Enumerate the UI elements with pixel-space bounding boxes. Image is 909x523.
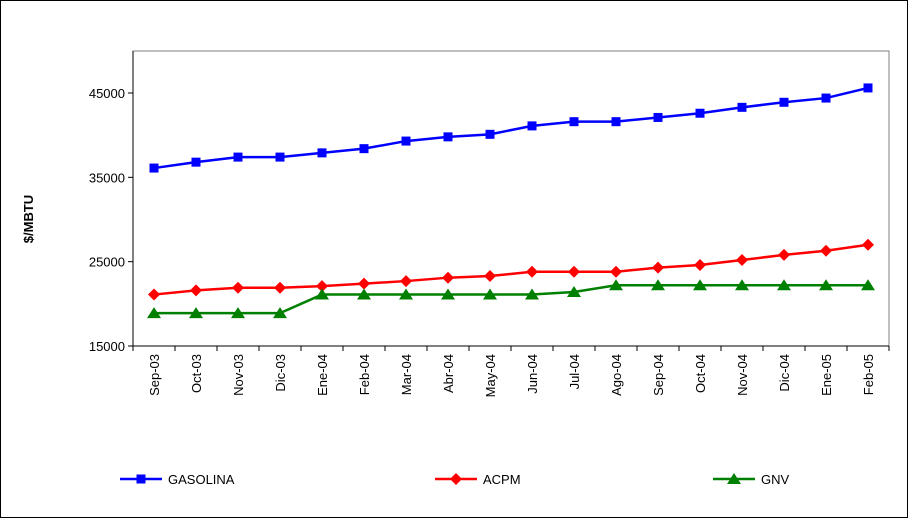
data-point-gasolina (611, 117, 621, 127)
data-point-gasolina (737, 102, 747, 112)
data-point-gnv (189, 307, 203, 319)
x-tick-label: Dic-04 (777, 354, 792, 392)
legend-item-gasolina: GASOLINA (120, 472, 235, 487)
data-point-gnv (315, 288, 329, 300)
x-tick-label: Nov-04 (735, 354, 750, 396)
data-point-gnv (651, 279, 665, 291)
data-point-acpm (484, 270, 496, 283)
legend-item-gnv: GNV (713, 472, 790, 487)
y-tick-label: 15000 (89, 339, 125, 354)
data-point-gnv (819, 279, 833, 291)
legend-marker-gasolina (136, 474, 146, 484)
data-point-gnv (861, 279, 875, 291)
data-point-acpm (736, 253, 748, 266)
y-tick-label: 45000 (89, 86, 125, 101)
x-tick-label: Ene-04 (315, 354, 330, 396)
data-point-acpm (610, 265, 622, 278)
series-layer (147, 83, 875, 319)
data-point-gasolina (695, 108, 705, 118)
data-point-acpm (190, 284, 202, 297)
data-point-gnv (273, 307, 287, 319)
data-point-gasolina (863, 83, 873, 93)
data-point-acpm (526, 265, 538, 278)
data-point-gnv (777, 279, 791, 291)
data-point-gasolina (527, 121, 537, 131)
data-point-acpm (862, 238, 874, 251)
data-point-gnv (735, 279, 749, 291)
x-tick-label: Mar-04 (399, 354, 414, 395)
data-point-gasolina (569, 117, 579, 127)
series-line-gnv (154, 284, 868, 315)
series-line-acpm (153, 243, 869, 296)
x-tick-label: Jul-04 (567, 354, 582, 389)
plot-area-border (132, 50, 890, 347)
data-point-gnv (567, 286, 581, 298)
legend: GASOLINA ACPM GNV (120, 472, 790, 487)
y-tick-label: 35000 (89, 170, 125, 185)
legend-marker-acpm (450, 473, 462, 485)
data-point-acpm (652, 261, 664, 274)
x-tick-label: Dic-03 (273, 354, 288, 392)
data-point-gasolina (149, 163, 159, 173)
data-point-gasolina (821, 93, 831, 103)
data-point-gasolina (275, 152, 285, 162)
data-point-gasolina (779, 97, 789, 107)
x-tick-label: Jun-04 (525, 354, 540, 394)
x-tick-label: Sep-03 (147, 354, 162, 396)
data-point-gnv (399, 288, 413, 300)
y-axis-title: $/MBTU (21, 195, 36, 243)
y-tick-label: 25000 (89, 255, 125, 270)
data-point-acpm (358, 277, 370, 290)
legend-label-acpm: ACPM (483, 472, 521, 487)
data-point-acpm (568, 265, 580, 278)
legend-item-acpm: ACPM (435, 472, 521, 487)
legend-label-gnv: GNV (761, 472, 790, 487)
data-point-acpm (442, 271, 454, 284)
x-tick-label: Ene-05 (819, 354, 834, 396)
x-tick-label: Oct-04 (693, 354, 708, 393)
x-tick-label: Sep-04 (651, 354, 666, 396)
series-gnv (147, 279, 875, 319)
series-gasolina (149, 83, 873, 173)
x-tick-label: Oct-03 (189, 354, 204, 393)
x-tick-label: Abr-04 (441, 354, 456, 393)
x-tick-label: May-04 (483, 354, 498, 397)
data-point-gnv (525, 288, 539, 300)
data-point-acpm (232, 281, 244, 294)
x-tick-label: Feb-04 (357, 354, 372, 395)
data-point-acpm (274, 281, 286, 294)
x-tick-label: Ago-04 (609, 354, 624, 396)
data-point-gasolina (233, 152, 243, 162)
data-point-gnv (609, 279, 623, 291)
data-point-acpm (778, 248, 790, 261)
data-point-gasolina (653, 112, 663, 122)
data-point-gasolina (443, 132, 453, 142)
data-point-gnv (483, 288, 497, 300)
data-point-acpm (400, 275, 412, 288)
data-point-gasolina (485, 129, 495, 139)
data-point-gnv (231, 307, 245, 319)
series-acpm (148, 238, 874, 301)
legend-marker-gnv (727, 473, 741, 484)
data-point-acpm (820, 244, 832, 257)
x-axis: Sep-03 Oct-03 Nov-03 Dic-03 Ene-04 Feb-04 Mar-… (132, 345, 890, 397)
y-axis: 15000 25000 35000 45000 (89, 51, 134, 354)
data-point-gnv (147, 307, 161, 319)
data-point-gnv (693, 279, 707, 291)
data-point-gnv (441, 288, 455, 300)
data-point-gasolina (317, 148, 327, 158)
data-point-gasolina (401, 136, 411, 146)
legend-label-gasolina: GASOLINA (168, 472, 235, 487)
x-tick-label: Nov-03 (231, 354, 246, 396)
data-point-gnv (357, 288, 371, 300)
data-point-acpm (148, 288, 160, 301)
data-point-gasolina (359, 144, 369, 154)
data-point-acpm (694, 259, 706, 272)
x-tick-label: Feb-05 (861, 354, 876, 395)
data-point-gasolina (191, 157, 201, 167)
data-point-acpm (316, 280, 328, 293)
series-line-gasolina (153, 86, 869, 170)
